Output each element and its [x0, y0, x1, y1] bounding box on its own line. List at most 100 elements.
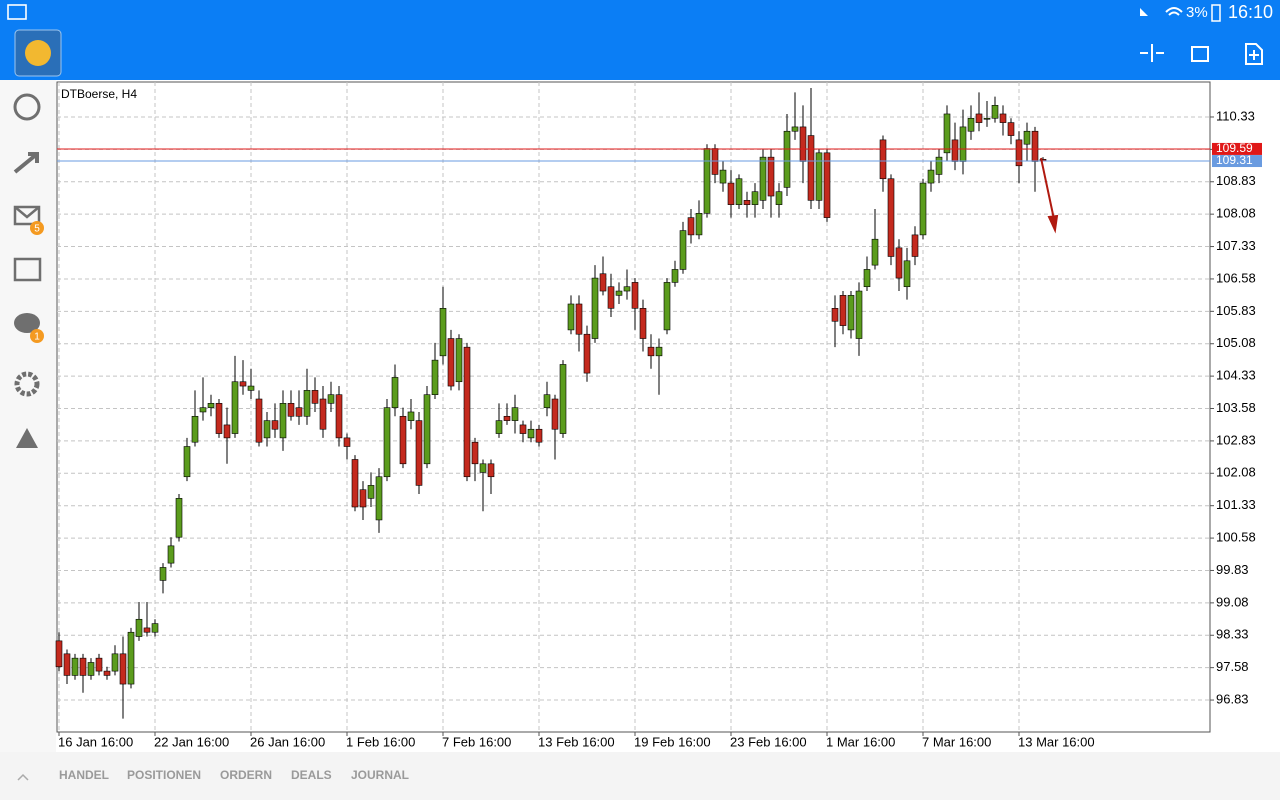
- candle-body: [647, 346, 655, 357]
- candle-body: [575, 303, 583, 335]
- news-icon[interactable]: [13, 257, 42, 282]
- candle-body: [991, 105, 999, 119]
- tab[interactable]: HANDEL: [59, 768, 109, 782]
- candle-body: [1031, 130, 1039, 162]
- x-tick-label: 7 Mar 16:00: [922, 734, 991, 749]
- candle-body: [551, 398, 559, 430]
- candle-body: [1007, 122, 1015, 136]
- tab[interactable]: POSITIONEN: [127, 768, 201, 782]
- candle-body: [359, 489, 367, 508]
- clock: 16:10: [1228, 2, 1273, 22]
- candle-body: [399, 415, 407, 465]
- mute-icon: [1140, 8, 1148, 16]
- candle-body: [519, 424, 527, 434]
- candle-body: [239, 381, 247, 387]
- candle-body: [367, 485, 375, 499]
- candle-body: [423, 394, 431, 465]
- candle-body: [87, 662, 95, 676]
- candle-body: [951, 139, 959, 162]
- battery-icon: [1211, 4, 1221, 22]
- candle-body: [807, 135, 815, 201]
- app-logo-coin: [25, 40, 51, 66]
- new-chart-icon[interactable]: [1245, 43, 1263, 65]
- candle-body: [119, 653, 127, 685]
- candle-body: [487, 463, 495, 478]
- candle-body: [55, 640, 63, 668]
- candle-body: [111, 653, 119, 672]
- x-tick-label: 1 Feb 16:00: [346, 734, 415, 749]
- community-icon[interactable]: [16, 428, 38, 448]
- tab[interactable]: DEALS: [291, 768, 332, 782]
- mail-flap: [14, 206, 40, 219]
- candle-body: [383, 407, 391, 478]
- candle-body: [335, 394, 343, 439]
- candle-body: [463, 346, 471, 478]
- y-tick-label: 108.08: [1216, 206, 1256, 221]
- x-tick-label: 7 Feb 16:00: [442, 734, 511, 749]
- y-tick-label: 105.08: [1216, 335, 1256, 350]
- candle-body: [199, 407, 207, 413]
- chat-badge: [30, 329, 44, 343]
- gallery-icon: [7, 4, 27, 20]
- tab-bar: [0, 752, 1280, 800]
- candle-body: [887, 178, 895, 257]
- candle-body: [183, 446, 191, 478]
- candle-body: [159, 567, 167, 581]
- candle-body: [695, 212, 703, 236]
- candle-body: [215, 403, 223, 434]
- candle-body: [623, 286, 631, 292]
- y-tick-label: 102.08: [1216, 465, 1256, 480]
- trade-icon[interactable]: [1140, 44, 1164, 62]
- y-tick-label: 103.58: [1216, 400, 1256, 415]
- candle-body: [167, 545, 175, 564]
- settings-icon[interactable]: [14, 371, 40, 397]
- chat-icon[interactable]: [14, 313, 40, 333]
- candle-body: [799, 126, 807, 162]
- candle-body: [727, 182, 735, 205]
- candle-body: [327, 394, 335, 404]
- candle-body: [903, 260, 911, 288]
- candle-body: [471, 441, 479, 465]
- windows-icon[interactable]: [1191, 46, 1209, 62]
- candle-body: [191, 415, 199, 443]
- trend-arrow: [1040, 157, 1059, 234]
- candle-body: [351, 459, 359, 508]
- candle-body: [703, 148, 711, 214]
- candle-body: [415, 420, 423, 486]
- candle-body: [999, 113, 1007, 123]
- y-tick-label: 110.33: [1216, 108, 1255, 123]
- candle-body: [127, 631, 135, 685]
- candle-body: [735, 178, 743, 205]
- chart-title: DTBoerse, H4: [61, 87, 137, 101]
- candle-body: [223, 424, 231, 439]
- candle-body: [207, 403, 215, 408]
- x-tick-label: 26 Jan 16:00: [250, 734, 325, 749]
- expand-icon[interactable]: [17, 773, 29, 781]
- candle-body: [375, 476, 383, 521]
- mail-icon[interactable]: [13, 205, 41, 226]
- candle-body: [639, 308, 647, 339]
- wifi-icon: [1165, 7, 1183, 16]
- candle-body: [135, 618, 143, 637]
- sidebar: [0, 80, 56, 752]
- tab[interactable]: ORDERN: [220, 768, 272, 782]
- candle-body: [447, 338, 455, 387]
- candle-body: [591, 277, 599, 339]
- candle-body: [663, 282, 671, 331]
- candle-body: [63, 653, 71, 676]
- account-icon[interactable]: [13, 93, 41, 121]
- candle-body: [959, 126, 967, 162]
- candle-body: [279, 403, 287, 439]
- candle-body: [615, 290, 623, 296]
- candle-body: [559, 364, 567, 434]
- candle-body: [687, 217, 695, 236]
- candle-body: [847, 295, 855, 331]
- trade-side-icon[interactable]: [13, 152, 39, 174]
- candle-body: [391, 377, 399, 408]
- candle-body: [431, 359, 439, 395]
- tab[interactable]: JOURNAL: [351, 768, 409, 782]
- candle-body: [151, 623, 159, 633]
- candle-body: [247, 385, 255, 391]
- y-tick-label: 99.08: [1216, 594, 1249, 609]
